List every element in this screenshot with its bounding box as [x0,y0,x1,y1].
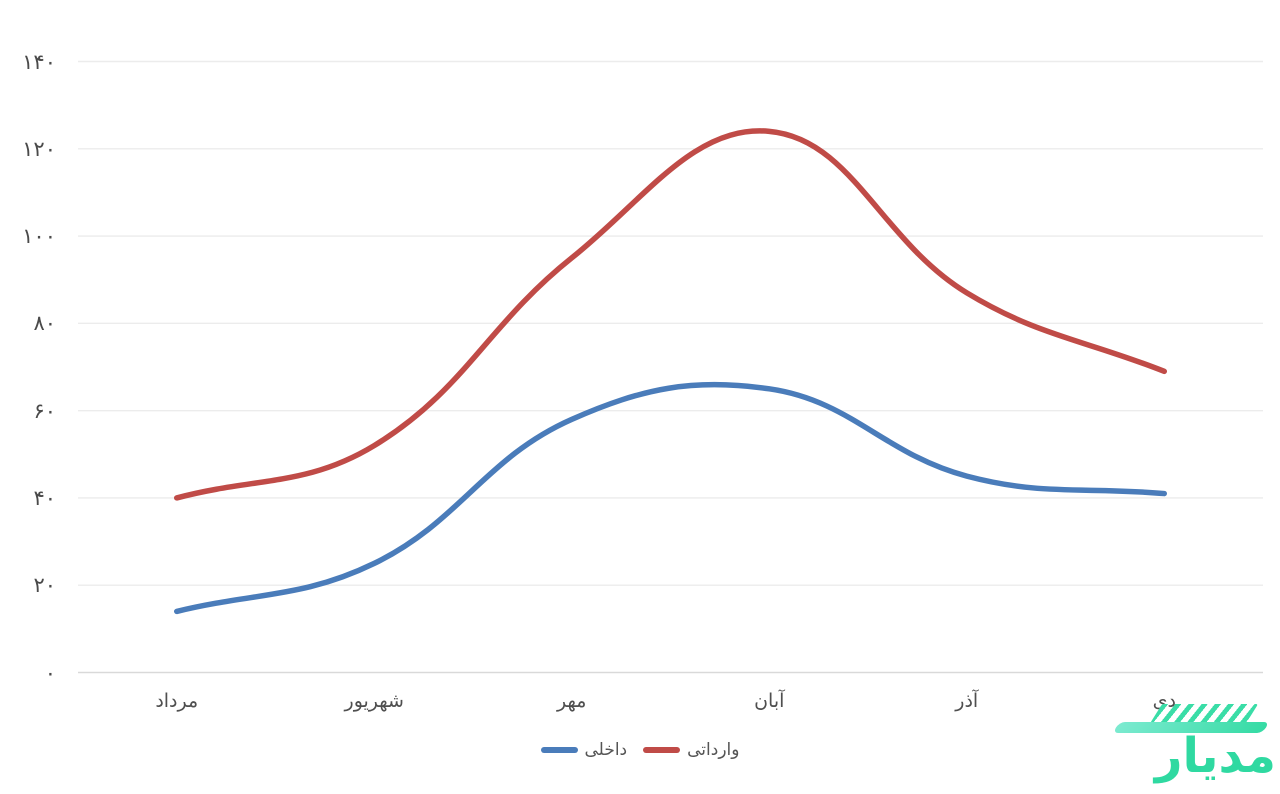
y-axis-tick-label: ۱۴۰ [22,49,56,74]
x-axis-tick-label: دی [1152,690,1176,712]
legend-label: داخلی [584,740,628,760]
legend-color-swatch [643,747,681,753]
series-line-domestic [174,381,1167,615]
y-axis-tick-label: ۴۰ [33,485,56,510]
y-axis-tick-label: ۲۰ [33,573,56,598]
series-line-imported [174,128,1167,501]
legend-item-imported[interactable]: وارداتی [643,740,739,760]
x-axis-tick-label: مرداد [155,690,199,712]
legend-color-swatch [540,747,578,753]
x-axis-tick-label: آذر [955,690,979,712]
legend-item-domestic[interactable]: داخلی [540,740,628,760]
chart-legend: داخلی وارداتی [0,740,1280,760]
x-axis-tick-label: آبان [754,690,785,712]
y-axis-tick-label: ۱۲۰ [22,136,56,161]
y-axis-tick-label: ۱۰۰ [22,224,56,249]
x-axis-tick-label: شهریور [344,690,404,712]
y-axis-tick-label: ۰ [44,660,56,685]
y-axis-tick-label: ۸۰ [33,311,56,336]
legend-label: وارداتی [687,740,740,760]
y-axis-tick-label: ۶۰ [33,398,56,423]
x-axis-tick-label: مهر [557,690,587,712]
